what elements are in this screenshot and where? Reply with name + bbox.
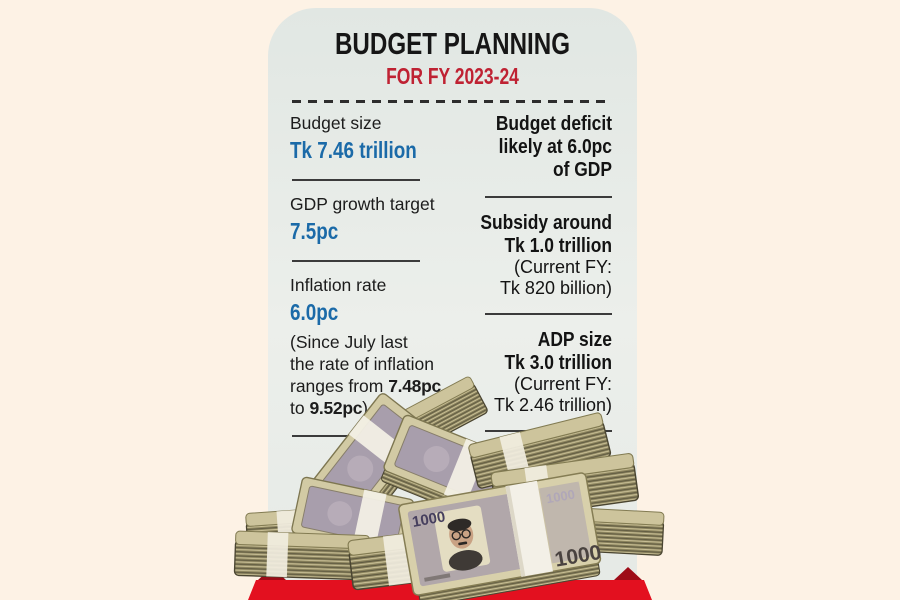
stat-label: Inflation rate xyxy=(290,275,387,295)
stat-block-gdp-growth: GDP growth target 7.5pc xyxy=(290,193,458,244)
stat-line: ADP size xyxy=(537,328,612,351)
infographic-card: BUDGET PLANNING FOR FY 2023-24 Budget si… xyxy=(268,8,637,582)
stat-subline: (Current FY: xyxy=(513,374,612,394)
stat-label: Budget size xyxy=(290,113,382,133)
rule-divider xyxy=(292,260,420,262)
stat-line: likely at 6.0pc xyxy=(498,135,612,158)
note-close-paren: ) xyxy=(362,398,368,418)
rule-divider xyxy=(485,313,612,315)
stat-label: GDP growth target xyxy=(290,194,435,214)
stat-block-budget-size: Budget size Tk 7.46 trillion xyxy=(290,112,458,163)
rule-divider xyxy=(485,196,612,198)
rule-divider xyxy=(485,430,612,432)
stat-line: Subsidy around xyxy=(480,211,612,234)
left-column: Budget size Tk 7.46 trillion GDP growth … xyxy=(290,112,458,449)
note-line: (Since July last xyxy=(290,332,408,352)
stat-line: Tk 3.0 trillion xyxy=(504,351,612,374)
stat-line: of GDP xyxy=(552,158,612,181)
stat-line: Budget deficit xyxy=(495,112,612,135)
stat-block-adp-size: ADP size Tk 3.0 trillion (Current FY: Tk… xyxy=(455,328,612,415)
note-bold-value: 7.48pc xyxy=(388,376,441,396)
page-subtitle: FOR FY 2023-24 xyxy=(386,63,519,89)
stat-block-subsidy: Subsidy around Tk 1.0 trillion (Current … xyxy=(455,211,612,298)
stat-subline: Tk 820 billion) xyxy=(499,277,612,298)
dashed-divider xyxy=(292,100,612,103)
stat-subline: (Current FY: xyxy=(513,257,612,277)
page-title: BUDGET PLANNING xyxy=(334,26,571,61)
stat-line: Tk 1.0 trillion xyxy=(504,234,612,257)
note-line: the rate of inflation xyxy=(290,354,434,374)
stat-value: Tk 7.46 trillion xyxy=(290,137,417,163)
stat-block-inflation: Inflation rate 6.0pc (Since July last th… xyxy=(290,274,458,419)
stat-block-budget-deficit: Budget deficit likely at 6.0pc of GDP xyxy=(455,112,612,181)
stat-value: 6.0pc xyxy=(290,299,339,325)
stat-subline: Tk 2.46 trillion) xyxy=(493,394,612,415)
rule-divider xyxy=(292,179,420,181)
note-line: to xyxy=(290,398,310,418)
stat-value: 7.5pc xyxy=(290,218,339,244)
note-line: ranges from xyxy=(290,376,389,396)
note-bold-value: 9.52pc xyxy=(309,398,363,418)
rule-divider xyxy=(292,435,420,437)
inflation-note: (Since July last the rate of inflation r… xyxy=(290,331,458,419)
right-column: Budget deficit likely at 6.0pc of GDP Su… xyxy=(455,112,612,445)
